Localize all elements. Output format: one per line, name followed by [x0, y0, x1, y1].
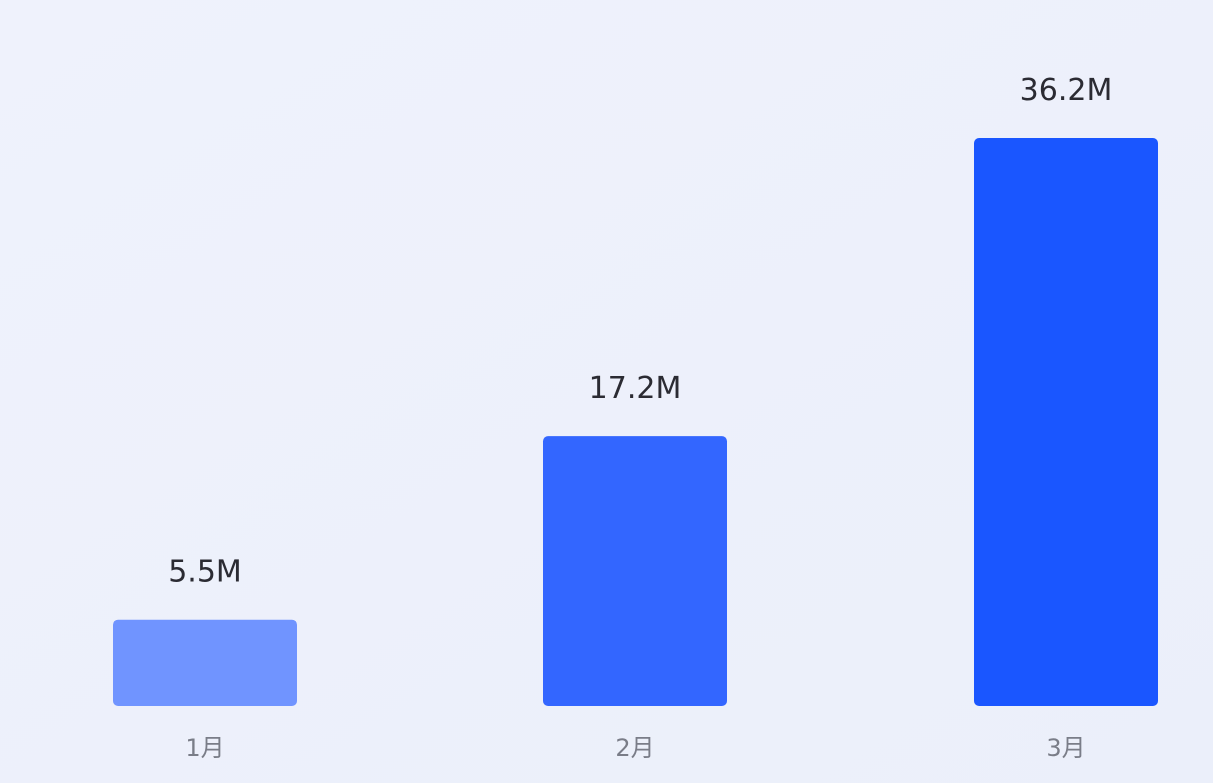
bar — [113, 619, 297, 706]
bar — [543, 436, 727, 706]
x-tick-label: 2月 — [615, 734, 654, 762]
value-label: 5.5M — [168, 555, 242, 590]
x-tick-label: 1月 — [185, 734, 224, 762]
value-label: 17.2M — [589, 371, 682, 406]
x-tick-label: 3月 — [1046, 734, 1085, 762]
value-label: 36.2M — [1020, 73, 1113, 108]
bar — [974, 138, 1158, 706]
